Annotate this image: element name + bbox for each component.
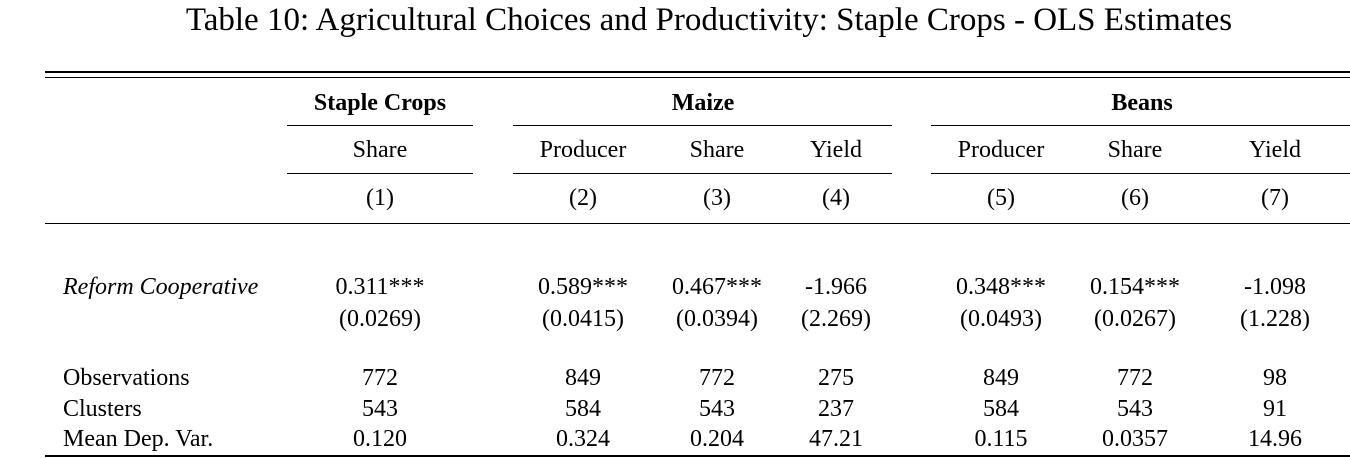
column-number-5: (5): [987, 185, 1015, 211]
subheader-2: Producer: [539, 137, 627, 163]
observations-cell-5: 849: [983, 365, 1019, 391]
clusters-cell-6: 543: [1117, 396, 1153, 422]
subheader-5: Producer: [957, 137, 1045, 163]
clusters-cell-1: 543: [362, 396, 398, 422]
row-label-observations: Observations: [63, 365, 190, 391]
table-title: Table 10: Agricultural Choices and Produ…: [185, 2, 1233, 38]
column-number-6: (6): [1121, 185, 1149, 211]
coef-cell-2: 0.589***: [538, 274, 628, 300]
group-header-maize: Maize: [671, 90, 735, 116]
header-bottom-rule: [45, 223, 1350, 224]
mean-dep-var-cell-5: 0.115: [974, 426, 1028, 452]
subheader-6: Share: [1107, 137, 1163, 163]
se-cell-4: (2.269): [801, 306, 871, 332]
column-number-1: (1): [366, 185, 394, 211]
clusters-cell-2: 584: [565, 396, 601, 422]
column-number-4: (4): [822, 185, 850, 211]
coef-cell-5: 0.348***: [956, 274, 1046, 300]
se-cell-2: (0.0415): [542, 306, 624, 332]
row-label-clusters: Clusters: [63, 396, 142, 422]
mean-dep-var-cell-3: 0.204: [690, 426, 744, 452]
row-label-mean-dep-var: Mean Dep. Var.: [63, 426, 214, 452]
subheader-rule-maize: [513, 173, 892, 174]
top-rule-2: [45, 77, 1350, 78]
se-cell-7: (1.228): [1240, 306, 1310, 332]
mean-dep-var-cell-6: 0.0357: [1102, 426, 1168, 452]
clusters-cell-4: 237: [818, 396, 854, 422]
coef-cell-1: 0.311***: [335, 274, 425, 300]
observations-cell-7: 98: [1263, 365, 1287, 391]
subheader-rule-beans: [931, 173, 1350, 174]
observations-cell-2: 849: [565, 365, 601, 391]
observations-cell-6: 772: [1117, 365, 1153, 391]
mean-dep-var-cell-7: 14.96: [1248, 426, 1302, 452]
column-number-7: (7): [1261, 185, 1289, 211]
subheader-rule-staple-crops: [287, 173, 473, 174]
top-rule-1: [45, 71, 1350, 73]
se-cell-3: (0.0394): [676, 306, 758, 332]
column-number-3: (3): [703, 185, 731, 211]
column-number-2: (2): [569, 185, 597, 211]
bottom-rule: [45, 455, 1350, 457]
coef-cell-3: 0.467***: [672, 274, 762, 300]
group-header-staple-crops: Staple Crops: [313, 90, 447, 116]
se-cell-5: (0.0493): [960, 306, 1042, 332]
se-cell-6: (0.0267): [1094, 306, 1176, 332]
row-label-reform-cooperative: Reform Cooperative: [63, 274, 259, 300]
observations-cell-3: 772: [699, 365, 735, 391]
observations-cell-1: 772: [362, 365, 398, 391]
coef-cell-4: -1.966: [805, 274, 867, 300]
clusters-cell-7: 91: [1263, 396, 1287, 422]
clusters-cell-5: 584: [983, 396, 1019, 422]
subheader-1: Share: [352, 137, 408, 163]
subheader-3: Share: [689, 137, 745, 163]
mean-dep-var-cell-4: 47.21: [809, 426, 863, 452]
coef-cell-7: -1.098: [1244, 274, 1306, 300]
clusters-cell-3: 543: [699, 396, 735, 422]
mean-dep-var-cell-1: 0.120: [353, 426, 407, 452]
subheader-7: Yield: [1249, 137, 1301, 163]
group-rule-staple-crops: [287, 125, 473, 126]
se-cell-1: (0.0269): [339, 306, 421, 332]
group-header-beans: Beans: [1111, 90, 1173, 116]
coef-cell-6: 0.154***: [1090, 274, 1180, 300]
subheader-4: Yield: [810, 137, 862, 163]
mean-dep-var-cell-2: 0.324: [556, 426, 610, 452]
group-rule-beans: [931, 125, 1350, 126]
group-rule-maize: [513, 125, 892, 126]
observations-cell-4: 275: [818, 365, 854, 391]
